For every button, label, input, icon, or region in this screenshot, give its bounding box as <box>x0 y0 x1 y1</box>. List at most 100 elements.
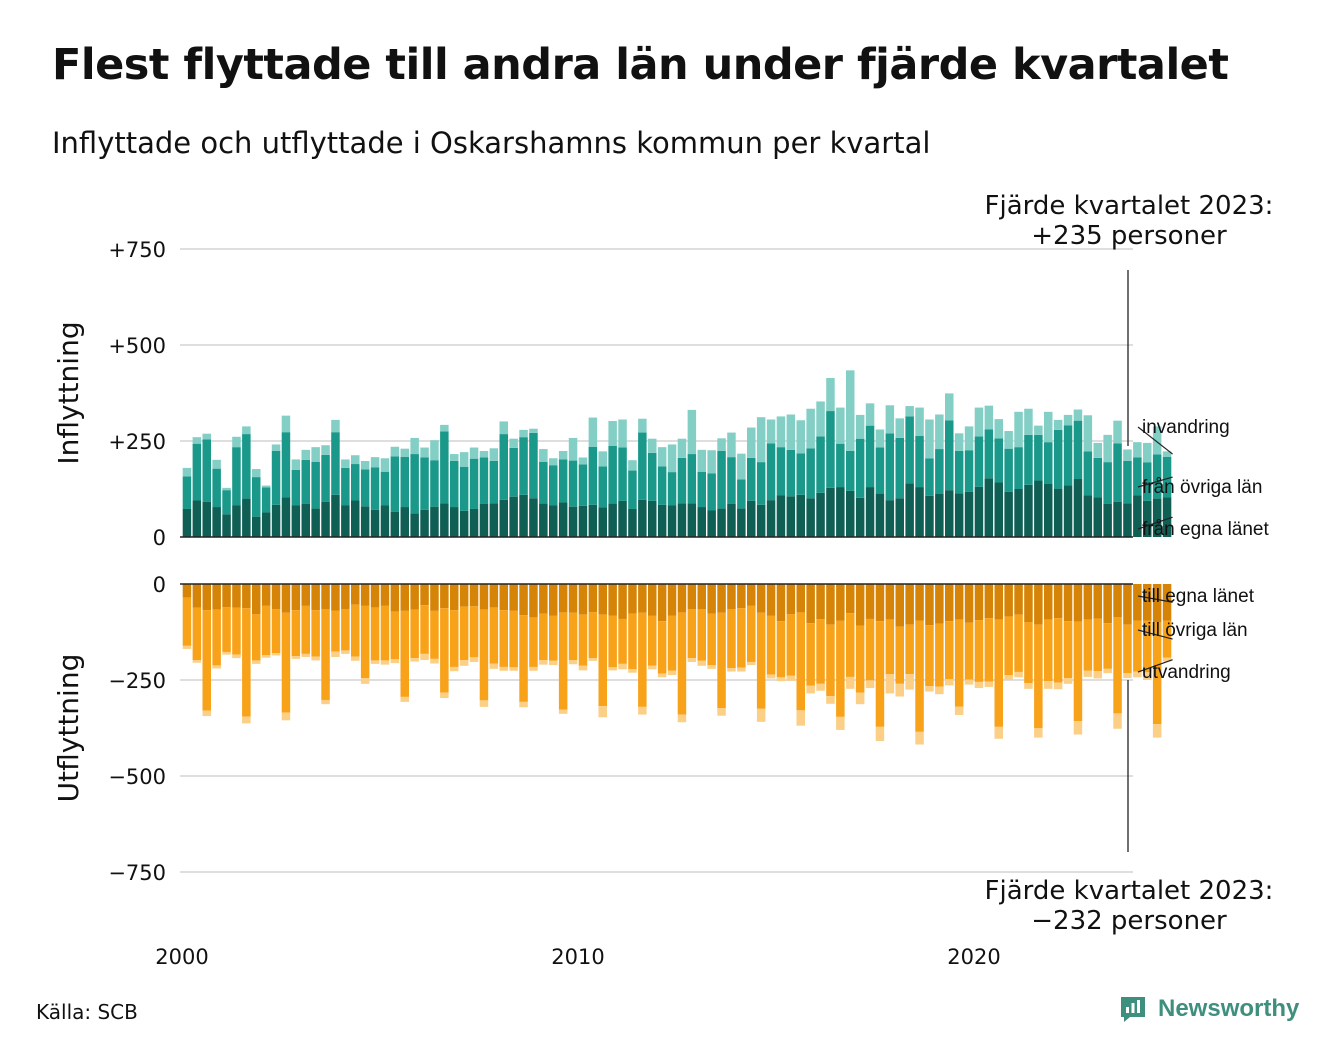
bar-in-own-county <box>1143 500 1152 537</box>
bar-in-own-county <box>291 505 301 537</box>
bar-in-immigration <box>360 460 370 470</box>
bar-in-other-county <box>459 466 469 511</box>
bar-out-emigration <box>826 696 835 704</box>
bar-in-immigration <box>588 417 598 447</box>
bar-out-other-county <box>1123 624 1132 674</box>
bar-out-other-county <box>915 620 924 732</box>
bar-in-own-county <box>905 483 914 537</box>
bar-out-emigration <box>598 706 607 718</box>
bar-in-own-county <box>558 502 568 537</box>
bar-in-immigration <box>925 419 934 459</box>
bar-in-other-county <box>479 457 489 504</box>
bar-out-own-county <box>430 584 439 611</box>
bar-in-own-county <box>420 509 429 537</box>
bar-in-other-county <box>1053 429 1063 489</box>
bar-out-emigration <box>687 658 697 662</box>
bar-out-other-county <box>618 618 627 664</box>
bar-in-other-county <box>598 466 607 508</box>
bar-in-immigration <box>410 437 419 455</box>
bar-out-emigration <box>1133 671 1142 678</box>
bar-out-own-county <box>281 584 291 613</box>
bar-out-emigration <box>420 653 429 661</box>
bar-out-emigration <box>816 683 825 691</box>
bar-in-own-county <box>667 505 677 537</box>
bar-out-own-county <box>252 584 261 615</box>
bar-out-other-county <box>1152 622 1162 725</box>
bar-out-emigration <box>885 674 895 694</box>
bar-in-immigration <box>954 433 964 451</box>
bar-out-emigration <box>588 658 598 661</box>
bar-in-own-county <box>519 494 528 537</box>
bar-out-other-county <box>964 622 974 680</box>
bar-in-other-county <box>905 416 914 484</box>
bar-out-own-county <box>479 584 489 610</box>
bar-in-other-county <box>826 411 835 488</box>
bar-in-own-county <box>281 497 291 537</box>
bar-in-other-county <box>648 452 657 501</box>
bar-out-own-county <box>1044 584 1053 620</box>
bar-out-emigration <box>667 670 677 676</box>
bar-out-own-county <box>648 584 657 616</box>
bar-in-other-county <box>400 456 409 508</box>
bar-in-own-county <box>994 482 1003 537</box>
bar-in-immigration <box>489 448 499 461</box>
bar-in-immigration <box>549 458 558 466</box>
bar-out-emigration <box>618 663 627 670</box>
bar-in-immigration <box>281 415 291 433</box>
bar-out-own-county <box>519 584 528 616</box>
bar-out-own-county <box>182 584 192 598</box>
bar-out-other-county <box>291 610 301 657</box>
x-tick-label: 2010 <box>551 945 604 969</box>
bar-in-immigration <box>885 405 895 434</box>
series-label: till egna länet <box>1142 586 1255 607</box>
bar-out-emigration <box>638 706 647 715</box>
bar-in-own-county <box>945 490 954 537</box>
bar-in-immigration <box>479 450 489 458</box>
bar-in-own-county <box>717 508 726 537</box>
bar-out-emigration <box>400 696 409 702</box>
bar-in-own-county <box>697 507 706 537</box>
bar-out-other-county <box>301 605 310 654</box>
bar-out-emigration <box>360 678 370 684</box>
bar-in-other-county <box>222 490 231 515</box>
bar-out-emigration <box>707 665 716 669</box>
newsworthy-logo: Newsworthy <box>1118 994 1299 1024</box>
bar-out-other-county <box>776 621 786 678</box>
bar-out-emigration <box>281 712 291 721</box>
bar-in-other-county <box>1133 457 1142 496</box>
bar-in-immigration <box>291 459 301 470</box>
bar-out-own-county <box>945 584 954 622</box>
bar-out-other-county <box>430 610 439 659</box>
y-tick-label: 0 <box>153 526 166 550</box>
bar-out-emigration <box>321 699 330 705</box>
bar-in-own-county <box>964 491 974 537</box>
bar-in-immigration <box>558 450 568 460</box>
bar-out-other-county <box>1063 621 1073 679</box>
bar-out-other-county <box>192 607 202 661</box>
bar-in-immigration <box>638 418 647 433</box>
bar-out-other-county <box>895 626 904 684</box>
bar-out-own-county <box>816 584 825 620</box>
bar-out-emigration <box>331 651 340 657</box>
bar-in-other-county <box>351 464 360 501</box>
bar-out-emigration <box>242 716 251 724</box>
bar-in-own-county <box>271 504 281 537</box>
bar-in-own-county <box>370 509 380 537</box>
y-tick-label: +250 <box>108 430 166 454</box>
bar-out-other-county <box>905 624 914 675</box>
bar-in-immigration <box>717 438 726 451</box>
bar-in-immigration <box>836 407 845 444</box>
bar-in-immigration <box>707 450 716 474</box>
bar-in-own-county <box>707 510 716 537</box>
bar-out-own-county <box>806 584 815 624</box>
bar-out-emigration <box>341 650 350 654</box>
bar-out-emigration <box>648 665 657 670</box>
bar-in-own-county <box>935 493 944 537</box>
bar-out-emigration <box>301 653 310 657</box>
bar-out-emigration <box>875 726 885 742</box>
bar-in-other-county <box>212 468 221 508</box>
bar-in-other-county <box>974 436 984 487</box>
bar-in-other-county <box>440 431 449 504</box>
bar-in-immigration <box>301 449 310 460</box>
series-label: invandring <box>1142 417 1230 438</box>
